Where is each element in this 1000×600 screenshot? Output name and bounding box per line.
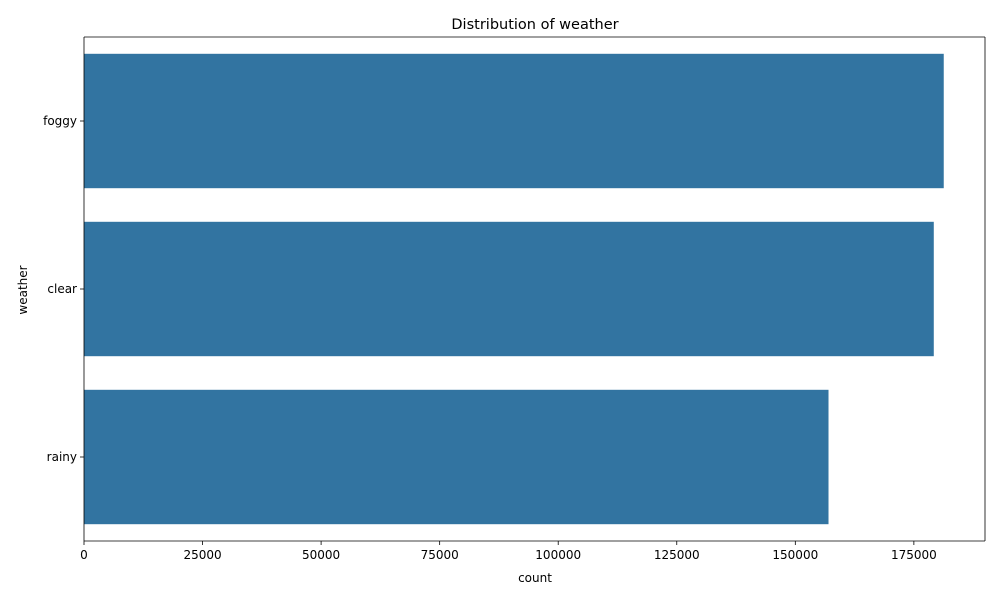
y-tick-label: clear (47, 282, 77, 296)
bar-rainy (84, 389, 829, 525)
x-tick-label: 125000 (654, 548, 700, 562)
y-tick-label: foggy (43, 114, 77, 128)
y-axis-label: weather (16, 265, 30, 314)
x-tick-label: 75000 (421, 548, 459, 562)
bar-foggy (84, 53, 944, 189)
x-tick-label: 175000 (891, 548, 937, 562)
chart-title: Distribution of weather (451, 17, 618, 33)
y-axis-ticks: foggy clear rainy (43, 114, 84, 464)
bars-group (84, 53, 944, 525)
x-axis-ticks: 0 25000 50000 75000 100000 125000 150000 175000 (80, 541, 937, 562)
x-tick-label: 150000 (772, 548, 818, 562)
x-tick-label: 0 (80, 548, 88, 562)
x-axis-label: count (518, 571, 552, 585)
x-tick-label: 25000 (183, 548, 221, 562)
bar-clear (84, 221, 934, 357)
x-tick-label: 50000 (302, 548, 340, 562)
y-tick-label: rainy (47, 450, 77, 464)
x-tick-label: 100000 (535, 548, 581, 562)
